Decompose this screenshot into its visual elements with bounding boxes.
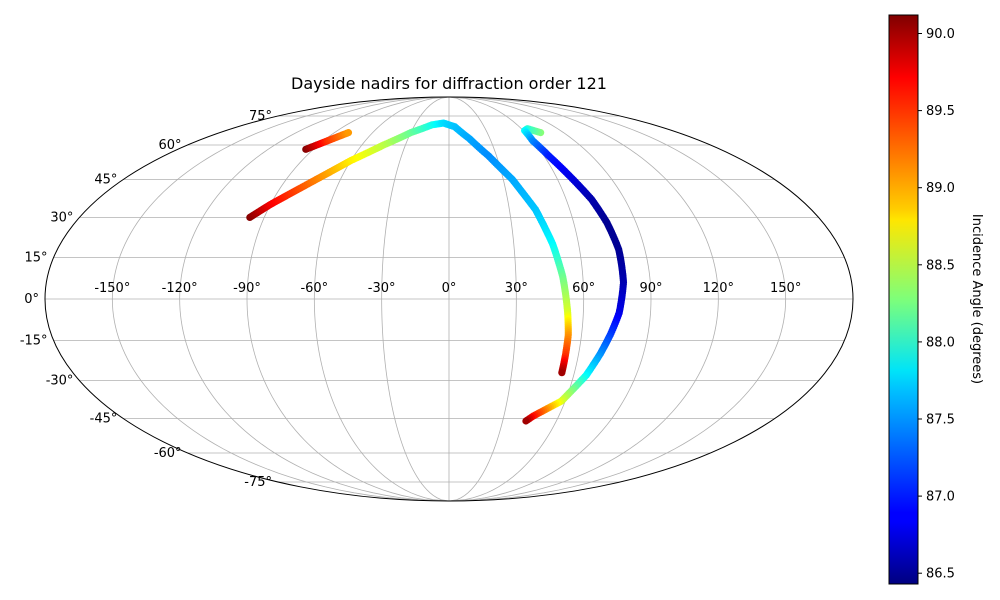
longitude-tick-label: 150° [770, 281, 801, 296]
colorbar-tick-label: 86.5 [926, 567, 955, 582]
longitude-tick-label: -120° [162, 281, 198, 296]
grid-meridian [448, 97, 652, 501]
longitude-tick-label: -150° [94, 281, 130, 296]
grid-meridian [381, 97, 450, 501]
colorbar-label: Incidence Angle (degrees) [969, 214, 984, 384]
latitude-tick-label: -30° [46, 374, 74, 389]
mollweide-map: -150° -120° -90° -60° -30° 0° 30° 60° 90° 120° 150… [20, 96, 854, 502]
latitude-tick-label: 30° [50, 210, 73, 225]
longitude-tick-labels: -150° -120° -90° -60° -30° 0° 30° 60° 90° 120° 150… [94, 281, 801, 296]
longitude-tick-label: 30° [505, 281, 528, 296]
latitude-tick-label: 0° [24, 292, 39, 307]
data-point [558, 369, 566, 377]
latitude-tick-label: 45° [94, 172, 117, 187]
latitude-tick-label: 15° [25, 251, 48, 266]
colorbar-tick-label: 88.5 [926, 258, 955, 273]
grid-meridian [448, 97, 719, 501]
data-point [522, 417, 530, 425]
colorbar-ticks: 86.5 87.0 87.5 88.0 88.5 89.0 89.5 90.0 [918, 27, 955, 582]
chart-title: Dayside nadirs for diffraction order 121 [291, 74, 607, 93]
colorbar-tick-label: 90.0 [926, 27, 955, 42]
longitude-tick-label: 90° [639, 281, 662, 296]
longitude-tick-label: 0° [442, 281, 457, 296]
latitude-tick-label: -60° [154, 446, 182, 461]
grid-meridian [111, 97, 450, 501]
grid-meridian [448, 97, 787, 501]
longitude-tick-label: 120° [703, 281, 734, 296]
colorbar: 86.5 87.0 87.5 88.0 88.5 89.0 89.5 90.0 Inciden… [888, 14, 984, 585]
grid-meridian [179, 97, 450, 501]
colorbar-tick-label: 87.0 [926, 490, 955, 505]
colorbar-tick-label: 89.5 [926, 104, 955, 119]
latitude-tick-label: -75° [244, 475, 272, 490]
latitude-tick-label: 75° [249, 109, 272, 124]
latitude-tick-label: 60° [159, 138, 182, 153]
grid-meridian [313, 97, 450, 501]
colorbar-gradient [888, 14, 919, 585]
map-boundary [44, 96, 854, 502]
longitude-tick-label: -30° [368, 281, 396, 296]
latitude-tick-label: -45° [90, 412, 118, 427]
graticule [45, 97, 853, 501]
colorbar-tick-label: 87.5 [926, 413, 955, 428]
colorbar-tick-label: 89.0 [926, 181, 955, 196]
colorbar-tick-label: 88.0 [926, 335, 955, 350]
longitude-tick-label: 60° [572, 281, 595, 296]
latitude-tick-labels: -75° -60° -45° -30° -15° 0° 15° 30° 45° 60° 75° [20, 109, 272, 490]
data-points [246, 119, 628, 425]
data-point [344, 129, 353, 137]
grid-meridian [448, 97, 517, 501]
longitude-tick-label: -90° [233, 281, 261, 296]
longitude-tick-label: -60° [300, 281, 328, 296]
latitude-tick-label: -15° [20, 333, 48, 348]
